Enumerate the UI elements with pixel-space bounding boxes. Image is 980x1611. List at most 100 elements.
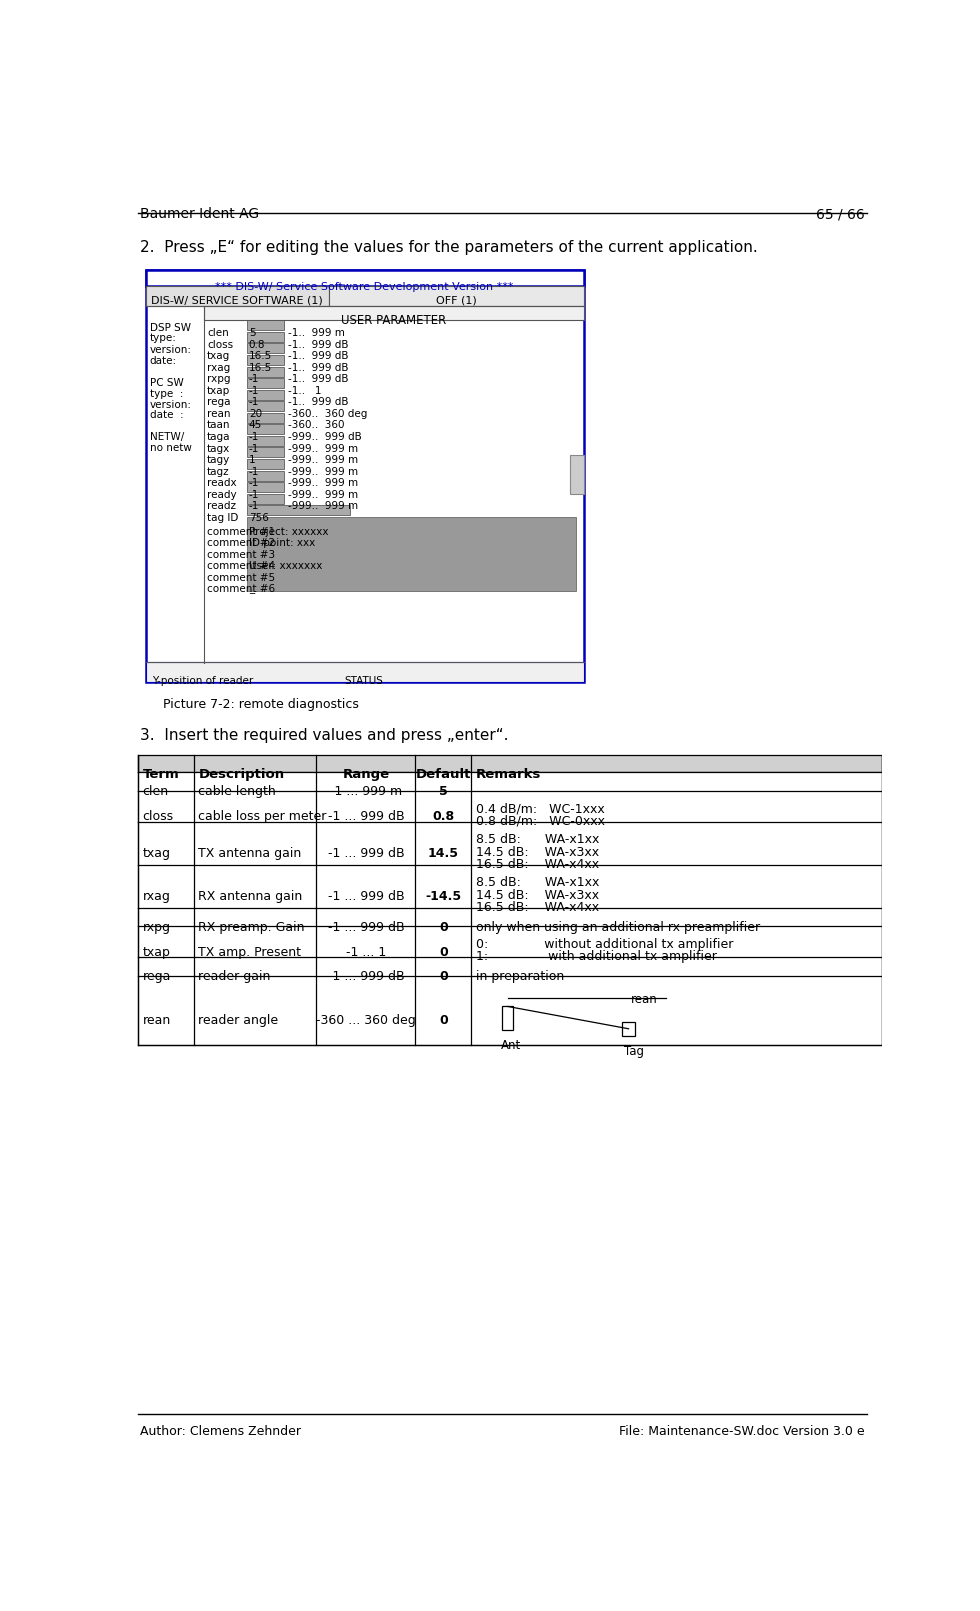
Text: -1..   1: -1.. 1 <box>287 385 321 396</box>
Text: DSP SW: DSP SW <box>150 322 191 333</box>
Text: no netw: no netw <box>150 443 191 453</box>
Bar <box>146 662 584 683</box>
Text: rega: rega <box>207 398 230 408</box>
Text: 8.5 dB:      WA-x1xx: 8.5 dB: WA-x1xx <box>476 833 600 846</box>
Text: 14.5: 14.5 <box>428 847 459 860</box>
Text: rxpg: rxpg <box>207 374 230 385</box>
Text: date  :: date : <box>150 411 183 420</box>
Text: rean: rean <box>207 409 230 419</box>
Text: Baumer Ident AG: Baumer Ident AG <box>139 208 259 221</box>
Text: type:: type: <box>150 333 176 343</box>
Bar <box>502 1007 514 1029</box>
Text: RX preamp. Gain: RX preamp. Gain <box>198 921 305 934</box>
Text: -1: -1 <box>249 374 259 385</box>
Text: Project: xxxxxx: Project: xxxxxx <box>249 527 328 536</box>
Bar <box>138 865 882 909</box>
Bar <box>247 367 283 377</box>
Bar <box>247 379 283 388</box>
Text: -999..  999 m: -999.. 999 m <box>287 501 358 511</box>
Text: tagy: tagy <box>207 456 230 466</box>
Text: comment #4: comment #4 <box>207 561 275 572</box>
Text: 0: 0 <box>439 970 448 983</box>
Text: rean: rean <box>631 994 658 1007</box>
Text: cable loss per meter: cable loss per meter <box>198 810 326 823</box>
Text: -999..  999 m: -999.. 999 m <box>287 443 358 454</box>
Text: PC SW: PC SW <box>150 379 183 388</box>
Bar <box>204 306 584 319</box>
Text: 0.8: 0.8 <box>249 340 266 350</box>
Text: User: xxxxxxx: User: xxxxxxx <box>249 561 322 572</box>
Text: comment #6: comment #6 <box>207 585 275 594</box>
Text: clen: clen <box>143 786 169 799</box>
Text: tagx: tagx <box>207 443 230 454</box>
Text: Y-position of reader: Y-position of reader <box>152 677 253 686</box>
Text: 756: 756 <box>249 512 269 524</box>
Bar <box>146 271 584 285</box>
Text: -1 ... 999 dB: -1 ... 999 dB <box>327 810 404 823</box>
Text: Description: Description <box>198 768 284 781</box>
Text: ready: ready <box>207 490 236 499</box>
Text: -360 ... 360 deg: -360 ... 360 deg <box>316 1015 416 1028</box>
Text: Picture 7-2: remote diagnostics: Picture 7-2: remote diagnostics <box>163 698 359 710</box>
Text: only when using an additional rx preamplifier: only when using an additional rx preampl… <box>476 921 760 934</box>
Text: rega: rega <box>143 970 171 983</box>
Bar <box>247 482 283 491</box>
Text: txap: txap <box>143 946 171 959</box>
Text: -999..  999 m: -999.. 999 m <box>287 456 358 466</box>
Text: File: Maintenance-SW.doc Version 3.0 e: File: Maintenance-SW.doc Version 3.0 e <box>619 1426 865 1439</box>
Text: in preparation: in preparation <box>476 970 564 983</box>
Text: -1..  999 m: -1.. 999 m <box>287 329 344 338</box>
Bar <box>622 1021 635 1036</box>
Text: *** DIS-W/ Service Software Development Version ***: *** DIS-W/ Service Software Development … <box>215 282 514 292</box>
Text: type  :: type : <box>150 388 183 400</box>
Text: cable length: cable length <box>198 786 276 799</box>
Text: comment #3: comment #3 <box>207 549 275 561</box>
Text: rxag: rxag <box>143 891 171 904</box>
Text: taan: taan <box>207 420 230 430</box>
Text: taga: taga <box>207 432 230 441</box>
Bar <box>138 976 882 1046</box>
Text: tag ID: tag ID <box>207 512 238 524</box>
Text: -1: -1 <box>249 398 259 408</box>
Text: -999..  999 dB: -999.. 999 dB <box>287 432 362 441</box>
Bar <box>138 926 882 957</box>
Text: -1..  999 dB: -1.. 999 dB <box>287 398 348 408</box>
Text: TX antenna gain: TX antenna gain <box>198 847 302 860</box>
Text: comment #2: comment #2 <box>207 538 275 548</box>
Text: rean: rean <box>143 1015 171 1028</box>
Text: clen: clen <box>207 329 228 338</box>
Bar <box>247 343 283 353</box>
Text: -999..  999 m: -999.. 999 m <box>287 478 358 488</box>
Text: 14.5 dB:    WA-x3xx: 14.5 dB: WA-x3xx <box>476 889 599 902</box>
Text: 0.8: 0.8 <box>432 810 455 823</box>
Text: 0.8 dB/m:   WC-0xxx: 0.8 dB/m: WC-0xxx <box>476 815 605 828</box>
Bar <box>138 822 882 865</box>
Bar <box>569 456 584 493</box>
Text: ID point: xxx: ID point: xxx <box>249 538 316 548</box>
Text: -1: -1 <box>249 432 259 441</box>
Bar <box>247 437 283 446</box>
Text: closs: closs <box>143 810 173 823</box>
Text: comment #5: comment #5 <box>207 574 275 583</box>
Text: -14.5: -14.5 <box>425 891 462 904</box>
Text: 16.5: 16.5 <box>249 362 272 372</box>
Text: -1 ... 999 dB: -1 ... 999 dB <box>327 921 404 934</box>
Text: version:: version: <box>150 400 192 409</box>
Text: Range: Range <box>342 768 389 781</box>
Text: STATUS: STATUS <box>345 677 384 686</box>
Text: -1: -1 <box>249 467 259 477</box>
Text: 0: 0 <box>439 1015 448 1028</box>
Text: Remarks: Remarks <box>476 768 541 781</box>
Text: -360..  360 deg: -360.. 360 deg <box>287 409 367 419</box>
Text: 0:              without additional tx amplifier: 0: without additional tx amplifier <box>476 938 733 950</box>
Text: NETW/: NETW/ <box>150 432 184 441</box>
Text: comment #1: comment #1 <box>207 527 275 536</box>
Text: -1: -1 <box>249 501 259 511</box>
Text: 65 / 66: 65 / 66 <box>816 208 865 221</box>
Text: readz: readz <box>207 501 236 511</box>
Bar <box>138 957 882 976</box>
Text: date:: date: <box>150 356 176 366</box>
Bar <box>138 791 882 822</box>
Text: -1 ... 999 m: -1 ... 999 m <box>330 786 402 799</box>
Text: txag: txag <box>143 847 171 860</box>
